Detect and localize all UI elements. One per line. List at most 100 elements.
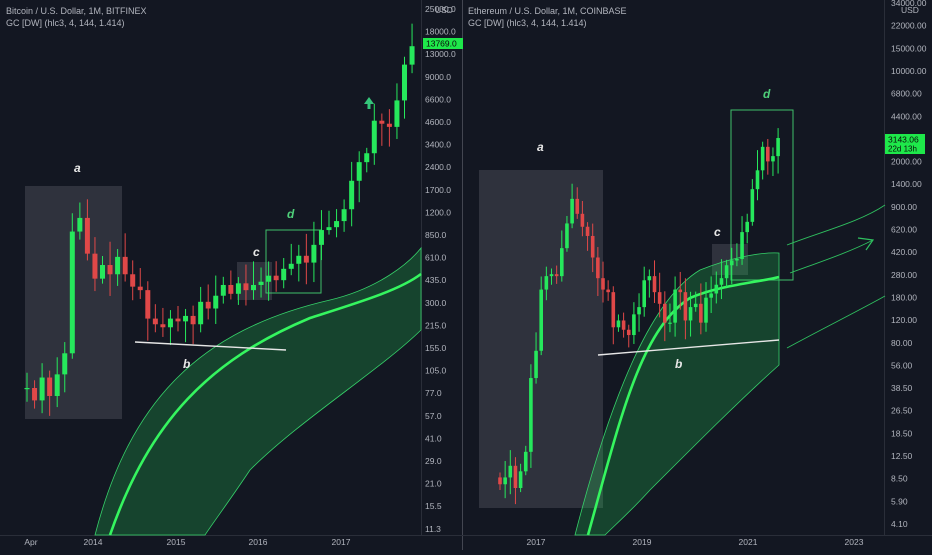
btc-candle xyxy=(47,370,53,416)
eth-candle xyxy=(663,291,667,342)
eth-y-tick-label: 10000.00 xyxy=(891,66,927,76)
eth-candle xyxy=(740,216,744,265)
btc-title[interactable]: Bitcoin / U.S. Dollar, 1M, BITFINEX xyxy=(6,6,147,16)
eth-y-tick-label: 1400.00 xyxy=(891,179,922,189)
btc-x-tick-label: 2015 xyxy=(167,537,186,547)
eth-price-badge-value: 3143.06 xyxy=(888,135,919,145)
eth-y-tick-label: 8.50 xyxy=(891,474,908,484)
btc-candle xyxy=(356,151,362,203)
eth-candle xyxy=(755,150,760,201)
btc-candle xyxy=(318,210,324,261)
eth-candle xyxy=(647,269,652,298)
eth-candle xyxy=(518,463,523,493)
btc-x-tick-label: 2017 xyxy=(332,537,351,547)
btc-zone-d xyxy=(265,229,322,294)
eth-candle xyxy=(668,303,672,333)
btc-candle xyxy=(371,103,377,165)
btc-indicator-label[interactable]: GC [DW] (hlc3, 4, 144, 1.414) xyxy=(6,18,125,28)
btc-y-tick-label: 77.0 xyxy=(425,388,442,398)
eth-candle xyxy=(498,472,502,490)
eth-y-tick-label: 26.50 xyxy=(891,406,913,416)
eth-candle xyxy=(766,139,770,175)
btc-candle xyxy=(341,199,347,232)
eth-title[interactable]: Ethereum / U.S. Dollar, 1M, COINBASE xyxy=(468,6,627,16)
eth-candle xyxy=(688,291,693,337)
btc-price-badge xyxy=(423,38,463,49)
eth-y-tick-label: 56.00 xyxy=(891,360,913,370)
btc-candle xyxy=(205,284,211,320)
btc-candle xyxy=(235,277,241,305)
eth-x-tick-label: 2021 xyxy=(739,537,758,547)
eth-y-tick-label: 6800.00 xyxy=(891,89,922,99)
btc-candle xyxy=(107,241,113,296)
eth-gc-envelope-band xyxy=(574,252,780,536)
eth-candle xyxy=(673,276,677,337)
btc-y-tick-label: 1700.0 xyxy=(425,185,451,195)
btc-candle xyxy=(311,221,317,283)
eth-candle xyxy=(683,278,688,340)
eth-candle xyxy=(729,247,734,285)
btc-wave-label-b: b xyxy=(183,357,190,371)
btc-candle xyxy=(160,307,166,337)
eth-y-tick-label: 620.00 xyxy=(891,225,917,235)
btc-x-tick-label: 2016 xyxy=(249,537,268,547)
btc-candle xyxy=(402,56,407,119)
eth-candle xyxy=(580,201,585,237)
eth-candle xyxy=(642,266,646,317)
btc-candle xyxy=(130,260,136,301)
eth-candle xyxy=(554,265,559,284)
eth-indicator-label[interactable]: GC [DW] (hlc3, 4, 144, 1.414) xyxy=(468,18,587,28)
btc-candle xyxy=(213,275,219,324)
btc-y-tick-label: 6600.0 xyxy=(425,94,451,104)
btc-candle xyxy=(379,113,385,146)
btc-candle xyxy=(303,233,309,285)
eth-candle xyxy=(719,259,724,300)
btc-candle xyxy=(167,310,173,346)
btc-gc-envelope-band xyxy=(94,246,422,536)
btc-candle xyxy=(220,276,226,304)
eth-candle xyxy=(513,457,518,505)
eth-candle xyxy=(709,276,713,313)
eth-candle xyxy=(750,179,755,226)
btc-y-tick-label: 435.0 xyxy=(425,275,447,285)
btc-candle xyxy=(145,281,151,341)
eth-y-tick-label: 4400.00 xyxy=(891,111,922,121)
btc-y-tick-label: 15.5 xyxy=(425,501,442,511)
eth-y-tick-label: 34000.00 xyxy=(891,0,927,8)
eth-wave-label-c: c xyxy=(714,225,721,239)
btc-candle xyxy=(152,304,158,333)
btc-wave-label-a: a xyxy=(74,161,81,175)
btc-y-tick-label: 2400.0 xyxy=(425,162,451,172)
btc-candle xyxy=(115,249,121,286)
eth-candle xyxy=(585,222,590,251)
btc-y-tick-label: 850.0 xyxy=(425,230,447,240)
eth-candle xyxy=(534,332,538,384)
eth-candle xyxy=(539,276,543,356)
btc-candle xyxy=(409,23,415,74)
btc-y-tick-label: 18000.0 xyxy=(425,27,456,37)
btc-candle xyxy=(334,209,340,238)
eth-y-tick-label: 120.00 xyxy=(891,315,917,325)
eth-candle xyxy=(575,187,580,219)
btc-candle xyxy=(54,357,60,408)
btc-y-tick-label: 21.0 xyxy=(425,479,442,489)
eth-candle xyxy=(704,282,708,332)
eth-candle xyxy=(606,280,610,301)
btc-candle xyxy=(92,237,98,292)
eth-y-tick-label: 2000.00 xyxy=(891,157,922,167)
eth-y-tick-label: 80.00 xyxy=(891,338,913,348)
eth-candle xyxy=(570,183,574,229)
btc-y-tick-label: 215.0 xyxy=(425,320,447,330)
eth-candle xyxy=(503,461,507,499)
eth-price-badge xyxy=(885,134,925,154)
btc-candle xyxy=(251,261,256,300)
btc-candle xyxy=(296,244,302,282)
btc-candle xyxy=(386,109,392,147)
eth-candle xyxy=(657,272,662,318)
eth-x-tick-label: 2019 xyxy=(633,537,652,547)
btc-y-tick-label: 155.0 xyxy=(425,343,447,353)
eth-candle xyxy=(523,445,528,476)
btc-candle xyxy=(32,380,38,409)
eth-y-tick-label: 900.00 xyxy=(891,202,917,212)
